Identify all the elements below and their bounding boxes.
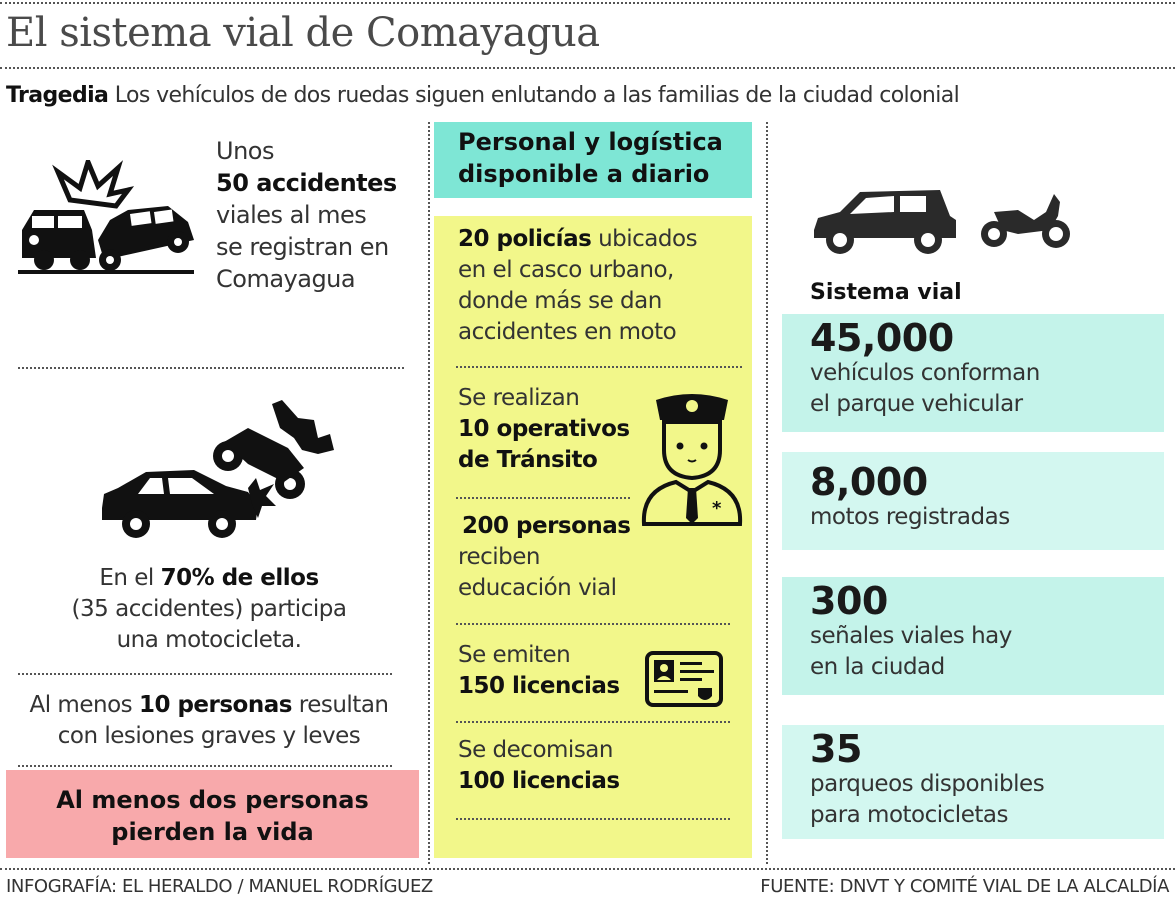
stat-vehicles: 45,000 vehículos conforman el parque veh… bbox=[782, 314, 1164, 432]
deaths-line1: Al menos dos personas bbox=[56, 786, 369, 814]
police-item: 20 policías ubicados en el casco urbano,… bbox=[458, 224, 698, 348]
stat-signals-value: 300 bbox=[810, 579, 888, 623]
left-divider-1 bbox=[18, 367, 404, 369]
police-line1: 20 policías ubicados bbox=[458, 226, 698, 252]
police-line2: en el casco urbano, bbox=[458, 257, 674, 283]
injured-text: Al menos 10 personas resultan con lesion… bbox=[0, 690, 418, 752]
operations-item: Se realizan 10 operativos de Tránsito bbox=[458, 383, 630, 476]
stat-signals-line2: en la ciudad bbox=[810, 654, 945, 680]
column-divider-left bbox=[428, 122, 430, 864]
deaths-box: Al menos dos personas pierden la vida bbox=[6, 770, 419, 858]
operations-bold2: de Tránsito bbox=[458, 447, 598, 473]
title-divider bbox=[0, 67, 1175, 69]
stat-parking: 35 parqueos disponibles para motocicleta… bbox=[782, 725, 1164, 839]
top-divider bbox=[0, 2, 1175, 4]
traffic-officer-icon: * bbox=[641, 394, 743, 526]
deaths-line2: pierden la vida bbox=[111, 818, 314, 846]
stat-motos: 8,000 motos registradas bbox=[782, 452, 1164, 550]
credit: INFOGRAFÍA: EL HERALDO / MANUEL RODRÍGUE… bbox=[6, 876, 433, 897]
accidents-line4: se registran en bbox=[216, 233, 389, 261]
left-divider-3 bbox=[18, 765, 392, 767]
subtitle-text: Los vehículos de dos ruedas siguen enlut… bbox=[108, 83, 960, 108]
middle-panel bbox=[434, 216, 752, 858]
moto-share-line1: En el 70% de ellos bbox=[99, 565, 319, 591]
education-bold: 200 personas bbox=[462, 513, 631, 539]
license-card-icon bbox=[645, 651, 723, 707]
stat-vehicles-line2: el parque vehicular bbox=[810, 391, 1023, 417]
page-title: El sistema vial de Comayagua bbox=[6, 10, 600, 56]
system-label: Sistema vial bbox=[810, 280, 962, 305]
motorcycle-icon bbox=[981, 194, 1070, 248]
accidents-line3: viales al mes bbox=[216, 201, 367, 229]
subtitle-bold: Tragedia bbox=[6, 83, 109, 108]
moto-share-line3: una motocicleta. bbox=[116, 627, 302, 653]
stat-parking-line1: parqueos disponibles bbox=[810, 771, 1045, 797]
police-line3: donde más se dan bbox=[458, 288, 662, 314]
stat-motos-line1: motos registradas bbox=[810, 504, 1010, 530]
source: FUENTE: DNVT Y COMITÉ VIAL DE LA ALCALDÍ… bbox=[760, 876, 1169, 897]
middle-divider-2 bbox=[456, 497, 630, 499]
education-item: 200 personas reciben educación vial bbox=[458, 511, 631, 604]
stat-signals: 300 señales viales hay en la ciudad bbox=[782, 577, 1164, 695]
injured-line2: con lesiones graves y leves bbox=[57, 723, 361, 749]
suv-icon bbox=[814, 190, 956, 254]
stat-vehicles-value: 45,000 bbox=[810, 316, 954, 360]
subtitle: Tragedia Los vehículos de dos ruedas sig… bbox=[6, 83, 960, 108]
seized-line1: Se decomisan bbox=[458, 737, 613, 763]
accidents-line1: Unos bbox=[216, 137, 274, 165]
stat-vehicles-line1: vehículos conforman bbox=[810, 360, 1040, 386]
car-motorcycle-collision-icon bbox=[102, 400, 334, 538]
stat-motos-value: 8,000 bbox=[810, 460, 928, 504]
middle-divider-3 bbox=[456, 623, 730, 625]
moto-share-line2: (35 accidentes) participa bbox=[71, 596, 347, 622]
middle-header-line1: Personal y logística bbox=[458, 128, 723, 156]
seized-licenses-item: Se decomisan 100 licencias bbox=[458, 735, 620, 797]
issued-bold: 150 licencias bbox=[458, 673, 620, 699]
car-crash-icon bbox=[18, 160, 194, 274]
injured-line1: Al menos 10 personas resultan bbox=[29, 692, 389, 718]
education-line3: educación vial bbox=[458, 575, 617, 601]
middle-divider-4 bbox=[456, 721, 730, 723]
middle-divider-1 bbox=[456, 366, 742, 368]
police-line4: accidentes en moto bbox=[458, 319, 677, 345]
stat-signals-line1: señales viales hay bbox=[810, 623, 1012, 649]
issued-line1: Se emiten bbox=[458, 642, 571, 668]
stat-parking-value: 35 bbox=[810, 727, 862, 771]
moto-share-text: En el 70% de ellos (35 accidentes) parti… bbox=[0, 563, 418, 656]
column-divider-right bbox=[766, 122, 768, 864]
accidents-text: Unos 50 accidentes viales al mes se regi… bbox=[216, 135, 397, 295]
middle-header: Personal y logística disponible a diario bbox=[434, 122, 752, 198]
svg-text:*: * bbox=[712, 498, 722, 519]
middle-header-line2: disponible a diario bbox=[458, 160, 710, 188]
seized-bold: 100 licencias bbox=[458, 768, 620, 794]
accidents-line5: Comayagua bbox=[216, 265, 356, 293]
issued-licenses-item: Se emiten 150 licencias bbox=[458, 640, 620, 702]
middle-divider-5 bbox=[456, 818, 730, 820]
stat-parking-line2: para motocicletas bbox=[810, 802, 1008, 828]
operations-line1: Se realizan bbox=[458, 385, 580, 411]
footer-divider bbox=[0, 868, 1175, 870]
operations-bold1: 10 operativos bbox=[458, 416, 630, 442]
education-line2: reciben bbox=[458, 544, 540, 570]
accidents-bold: 50 accidentes bbox=[216, 169, 397, 197]
left-divider-2 bbox=[18, 673, 392, 675]
